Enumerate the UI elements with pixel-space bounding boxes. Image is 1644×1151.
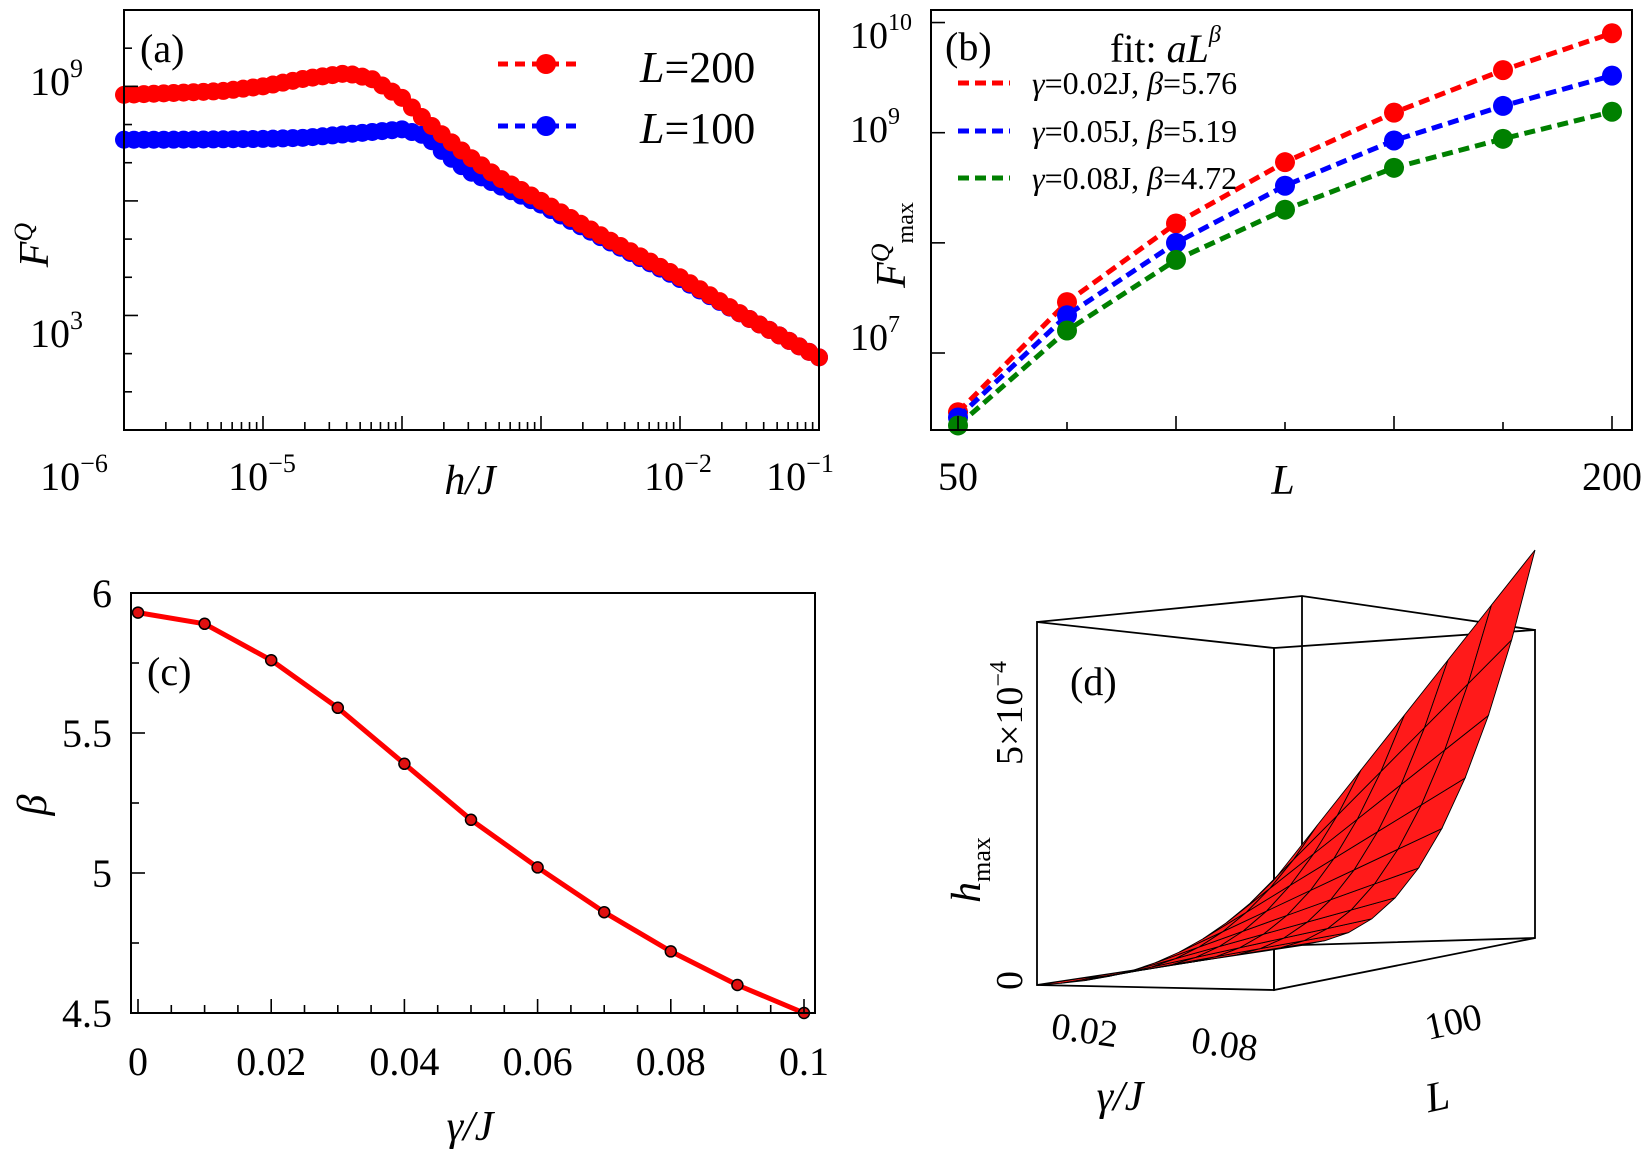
data-point-green	[1166, 249, 1186, 270]
fit-legend-text-green: γ=0.08J, β=4.72	[1032, 160, 1237, 196]
c-xlabel: γ/J	[447, 1104, 496, 1150]
c-xtick-label: 0	[128, 1039, 148, 1084]
a-ylabel: FQ	[9, 223, 58, 269]
beta-point	[331, 701, 345, 715]
c-xtick-label: 0.06	[503, 1039, 573, 1084]
beta-point	[264, 653, 278, 667]
a-ytick-1e3: 103	[30, 306, 83, 356]
data-point-green	[1384, 157, 1404, 178]
a-xtick-1e-5: 10−5	[228, 449, 296, 499]
panel-d-label: (d)	[1070, 659, 1117, 704]
d-xlabel: γ/J	[1097, 1074, 1146, 1120]
data-point-red	[1493, 60, 1513, 81]
a-ytick-1e9: 109	[30, 54, 83, 104]
c-ytick-label: 4.5	[62, 991, 112, 1036]
c-xtick-label: 0.08	[636, 1039, 706, 1084]
panel-a-ticks	[123, 9, 820, 431]
data-point-red	[1166, 213, 1186, 234]
fit-legend-text-red: γ=0.02J, β=5.76	[1032, 65, 1237, 101]
panel-b-ticks	[931, 21, 1613, 430]
c-ylabel: β	[10, 794, 56, 816]
panel-c-label: (c)	[147, 649, 191, 694]
panel-b: (b) fit: aLβ γ=0.02J, β=5.76 γ=0.05J, β=…	[850, 9, 1642, 504]
legend-marker-l100	[536, 116, 556, 136]
panel-b-legend: fit: aLβ γ=0.02J, β=5.76 γ=0.05J, β=5.19…	[958, 22, 1237, 196]
data-point-blue	[1384, 130, 1404, 151]
panel-d: (d) 0 5×10−4 hmax 0.02 0.08 γ/J 100 L	[944, 549, 1536, 1122]
data-point-blue	[1057, 305, 1077, 326]
b-ytick-1e9: 109	[850, 104, 900, 151]
beta-point	[398, 757, 411, 771]
c-xtick-label: 0.1	[779, 1039, 829, 1084]
panel-b-frame	[930, 9, 1633, 431]
data-point-red	[1602, 23, 1622, 44]
b-xtick-200: 200	[1582, 454, 1642, 499]
data-point-red	[1275, 152, 1295, 173]
beta-point	[664, 945, 678, 958]
fit-line-red	[956, 28, 1621, 414]
c-ytick-label: 6	[92, 571, 112, 616]
fit-legend-text-blue: γ=0.05J, β=5.19	[1032, 113, 1237, 149]
data-point-blue	[1493, 95, 1513, 116]
d-xtick-0.02: 0.02	[1049, 1005, 1121, 1056]
legend-text-l100: L=100	[639, 104, 755, 153]
c-ytick-label: 5.5	[62, 711, 112, 756]
c-ytick-label: 5	[92, 851, 112, 896]
b-ytick-1e10: 1010	[850, 10, 912, 57]
fit-title: fit: aLβ	[1110, 22, 1221, 71]
data-point-blue	[1275, 175, 1295, 196]
a-xtick-1e-1: 10−1	[766, 449, 834, 499]
beta-point	[131, 606, 145, 619]
panel-c-ticks	[131, 592, 805, 1014]
beta-point	[198, 617, 211, 631]
b-xlabel: L	[1270, 458, 1294, 504]
b-ytick-1e7: 107	[850, 312, 900, 359]
d-xtick-0.08: 0.08	[1189, 1019, 1261, 1070]
panel-b-series	[948, 23, 1622, 436]
a-xtick-1e-6: 10−6	[40, 449, 108, 499]
c-xtick-label: 0.02	[236, 1039, 306, 1084]
panel-c: (c) 0 0.02 0.04 0.06 0.08 0.1 4.5 5 5.5 6 γ/J β	[10, 571, 829, 1150]
data-point-green	[1057, 320, 1077, 341]
beta-line	[137, 610, 805, 1016]
data-point-green	[1493, 128, 1513, 149]
d-ztick-5e-4: 5×10−4	[986, 661, 1031, 765]
data-point-green	[1602, 101, 1622, 122]
surface-patch	[1467, 549, 1536, 684]
panel-b-label: (b)	[945, 24, 992, 69]
panel-c-frame	[130, 592, 816, 1014]
panel-a-legend: L=200 L=100	[498, 43, 755, 153]
panel-d-surface	[1036, 549, 1536, 986]
data-point-green	[1275, 199, 1295, 220]
panel-a-label: (a)	[140, 26, 184, 71]
a-xtick-1e-2: 10−2	[644, 449, 712, 499]
box-top-back-edges	[1036, 595, 1536, 631]
fit-line-green	[956, 107, 1621, 428]
legend-text-l200: L=200	[639, 43, 755, 92]
panel-d-box	[1036, 595, 1536, 992]
data-point-blue	[1166, 232, 1186, 253]
d-ztick-0: 0	[989, 971, 1031, 990]
b-xtick-50: 50	[938, 454, 978, 499]
b-ylabel: FQmax	[866, 202, 919, 289]
beta-point	[731, 978, 744, 992]
a-xlabel: h/J	[444, 458, 498, 504]
panel-a: (a) L=200 L=100 10−6 10−5 10−2 10−1 h/J …	[9, 9, 834, 504]
panel-c-series	[131, 606, 811, 1020]
beta-point	[464, 813, 478, 827]
c-xtick-label: 0.04	[369, 1039, 439, 1084]
beta-point	[531, 861, 544, 874]
beta-point	[597, 905, 611, 919]
d-zlabel: hmax	[944, 837, 996, 903]
d-ytick-100: 100	[1421, 996, 1485, 1049]
data-point-red	[1384, 102, 1404, 123]
data-point-blue	[1602, 65, 1622, 86]
legend-marker-l200	[536, 54, 556, 74]
d-ylabel: L	[1420, 1072, 1453, 1122]
panel-c-tick-labels: 0 0.02 0.04 0.06 0.08 0.1 4.5 5 5.5 6	[62, 571, 829, 1084]
panel-a-frame	[123, 9, 820, 431]
fit-line-blue	[956, 71, 1621, 420]
